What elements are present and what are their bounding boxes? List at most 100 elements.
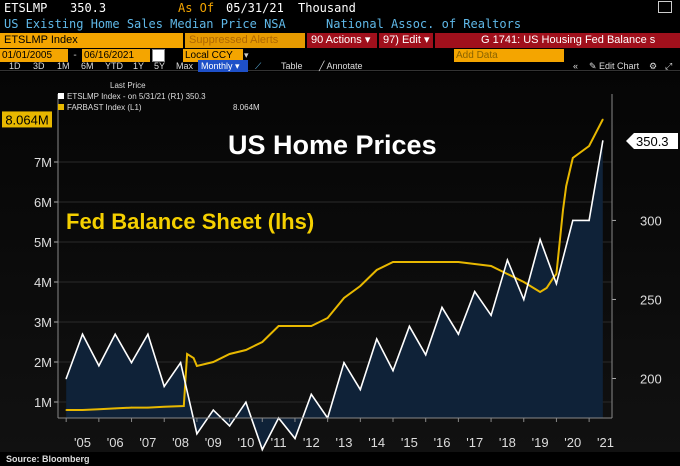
chart-name[interactable]: G 1741: US Housing Fed Balance s (435, 33, 680, 48)
actions-button[interactable]: 90 Actions ▾ (307, 33, 377, 48)
fed-balance-point (539, 291, 541, 293)
last-value-right: 350.3 (636, 134, 669, 149)
home-price-point (196, 433, 198, 435)
settings-icon[interactable]: ⚙ (649, 61, 658, 71)
fed-balance-point (408, 261, 411, 263)
last-value-badge-right (626, 132, 678, 149)
home-price-point (457, 333, 460, 336)
index-field[interactable]: ETSLMP Index (0, 33, 183, 48)
x-tick-label: '06 (107, 435, 124, 450)
add-data-input[interactable]: Add Data (454, 49, 564, 62)
x-tick-label: '19 (532, 435, 549, 450)
last-value-badge-left (2, 111, 52, 128)
range-1m[interactable]: 1M (57, 61, 70, 71)
date-row: 01/01/2005 - 06/16/2021 Local CCY ▾ Add … (0, 49, 680, 73)
x-tick-label: '08 (172, 435, 189, 450)
home-price-point (588, 219, 590, 222)
x-tick-label: '17 (466, 435, 483, 450)
fed-balance-point (506, 273, 509, 275)
calendar-icon[interactable] (152, 49, 165, 62)
period-select[interactable]: Monthly ▾ (198, 60, 248, 73)
fed-balance-point (261, 341, 264, 343)
date-from-input[interactable]: 01/01/2005 (0, 49, 68, 62)
home-price-point (343, 361, 345, 364)
period-label: Monthly (201, 61, 233, 71)
chevron-down-icon[interactable]: ▾ (244, 50, 249, 60)
legend-label-home: ETSLMP Index - on 5/31/21 (R1) 350.3 (67, 92, 206, 101)
home-price-point (473, 290, 476, 293)
fed-balance-line (66, 118, 604, 411)
left-tick-label: 1M (34, 395, 52, 410)
x-tick-label: '05 (74, 435, 91, 450)
x-tick-label: '18 (499, 435, 516, 450)
home-price-point (147, 333, 149, 336)
header-row: ETSLMP 350.3 As Of 05/31/21 Thousand (0, 0, 680, 16)
fed-balance-point (343, 297, 345, 299)
left-tick-label: 5M (34, 235, 52, 250)
legend: Last Price ETSLMP Index - on 5/31/21 (R1… (58, 80, 260, 113)
home-price-point (81, 333, 84, 336)
range-1d[interactable]: 1D (9, 61, 21, 71)
legend-label-fed: FARBAST Index (L1) (67, 103, 142, 112)
fed-balance-point (81, 409, 84, 411)
home-price-area (66, 140, 603, 450)
table-button[interactable]: Table (281, 61, 303, 71)
range-5y[interactable]: 5Y (154, 61, 166, 71)
fed-balance-point (114, 407, 116, 410)
range-max[interactable]: Max (176, 61, 194, 71)
currency-select[interactable]: Local CCY (183, 49, 243, 62)
fed-balance-point (359, 285, 362, 287)
fed-balance-point (192, 357, 195, 359)
range-6m[interactable]: 6M (81, 61, 94, 71)
chevron-down-icon: ▾ (235, 61, 240, 71)
home-price-point (441, 306, 443, 309)
date-to-input[interactable]: 06/16/2021 (82, 49, 150, 62)
home-price-point (359, 388, 362, 391)
range-ytd[interactable]: YTD (105, 61, 123, 71)
chevron-down-icon: ▾ (364, 34, 371, 46)
home-price-point (375, 338, 378, 340)
fed-balance-point (196, 365, 198, 367)
legend-item-fed: FARBAST Index (L1) 8.064M (58, 102, 260, 113)
home-price-point (179, 361, 182, 364)
home-price-point (114, 333, 116, 336)
fed-balance-point (245, 349, 247, 351)
window-icon[interactable] (658, 1, 672, 13)
annotation-subtitle: Fed Balance Sheet (lhs) (66, 209, 315, 234)
fed-balance-point (375, 269, 378, 271)
annotate-button[interactable]: ╱ Annotate (316, 60, 365, 73)
home-price-point (245, 401, 247, 404)
fed-balance-point (163, 406, 165, 408)
units: Thousand (298, 1, 356, 15)
home-price-point (555, 282, 558, 285)
home-price-point (163, 385, 165, 388)
edit-button[interactable]: 97) Edit ▾ (379, 33, 433, 48)
as-of-date: 05/31/21 (226, 1, 284, 15)
chevron-down-icon: ▾ (423, 34, 430, 46)
range-bar: 1D 3D 1M 6M YTD 1Y 5Y Max Monthly ▾ ⟋ Ta… (0, 60, 680, 73)
home-price-point (228, 425, 231, 427)
x-tick-label: '20 (564, 435, 581, 450)
ticker: ETSLMP (4, 1, 48, 15)
fed-balance-point (326, 317, 329, 319)
edit-chart-button[interactable]: ✎ Edit Chart (586, 60, 642, 73)
range-3d[interactable]: 3D (33, 61, 45, 71)
collapse-icon[interactable]: « (573, 61, 579, 71)
left-tick-label: 2M (34, 355, 52, 370)
x-tick-label: '10 (237, 435, 254, 450)
pencil-icon: ✎ (589, 61, 600, 71)
annotation-title: US Home Prices (228, 130, 437, 160)
source-name: National Assoc. of Realtors (326, 17, 522, 31)
x-tick-label: '15 (401, 435, 418, 450)
fed-balance-point (294, 325, 296, 327)
expand-icon[interactable]: ⤢ (665, 61, 673, 71)
range-1y[interactable]: 1Y (133, 61, 145, 71)
suppressed-alerts[interactable]: Suppressed Alerts (185, 33, 305, 48)
fed-balance-point (441, 261, 443, 263)
line-tool-icon: ╱ (319, 61, 327, 71)
left-tick-label: 3M (34, 315, 52, 330)
edit-chart-label: Edit Chart (599, 61, 640, 71)
fed-balance-point (277, 325, 280, 327)
fed-balance-point (147, 406, 149, 409)
line-chart-icon[interactable]: ⟋ (255, 61, 262, 71)
